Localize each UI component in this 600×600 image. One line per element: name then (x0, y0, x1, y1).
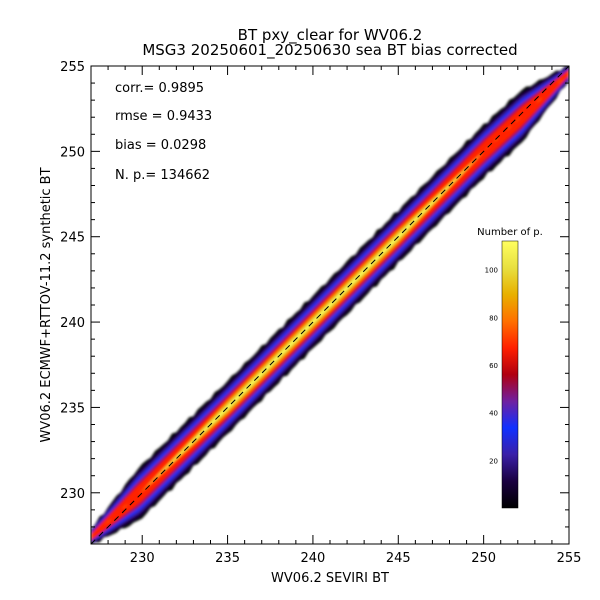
colorbar-tick-label: 20 (489, 457, 498, 465)
stat-rmse: rmse = 0.9433 (115, 109, 212, 124)
y-tick-label: 255 (60, 60, 85, 75)
x-tick-label: 250 (471, 551, 496, 566)
y-tick-label: 250 (60, 145, 85, 160)
density-level-10 (91, 72, 569, 538)
x-tick-label: 245 (386, 551, 411, 566)
colorbar-gradient (501, 240, 519, 509)
y-tick-label: 235 (60, 401, 85, 416)
stats-block: corr.= 0.9895 rmse = 0.9433 bias = 0.029… (115, 81, 212, 183)
colorbar: Number of p. 20 40 60 80 100 (477, 227, 543, 509)
colorbar-title: Number of p. (477, 227, 543, 238)
y-tick-label: 240 (60, 316, 85, 331)
colorbar-tick-label: 60 (489, 362, 498, 370)
x-tick-label: 235 (215, 551, 240, 566)
x-axis-label: WV06.2 SEVIRI BT (271, 571, 389, 586)
y-tick-label: 230 (60, 487, 85, 502)
x-tick-label: 240 (301, 551, 326, 566)
colorbar-tick-label: 100 (485, 267, 498, 275)
colorbar-ticks: 20 40 60 80 100 (485, 267, 498, 466)
x-tick-label: 230 (130, 551, 155, 566)
chart-subtitle: MSG3 20250601_20250630 sea BT bias corre… (142, 41, 517, 60)
chart-title: BT pxy_clear for WV06.2 (238, 26, 423, 45)
colorbar-tick-label: 80 (489, 314, 498, 322)
x-tick-label: 255 (557, 551, 582, 566)
stat-bias: bias = 0.0298 (115, 138, 206, 153)
one-to-one-line (91, 66, 569, 544)
y-axis: 230 235 240 245 250 255 (60, 60, 569, 545)
stat-corr: corr.= 0.9895 (115, 81, 204, 96)
x-axis: 230 235 240 245 250 255 (90, 66, 582, 566)
colorbar-tick-label: 40 (489, 410, 498, 418)
y-axis-label: WV06.2 ECMWF+RTTOV-11.2 synthetic BT (39, 167, 54, 442)
y-tick-label: 245 (60, 231, 85, 246)
stat-npoints: N. p.= 134662 (115, 168, 210, 183)
